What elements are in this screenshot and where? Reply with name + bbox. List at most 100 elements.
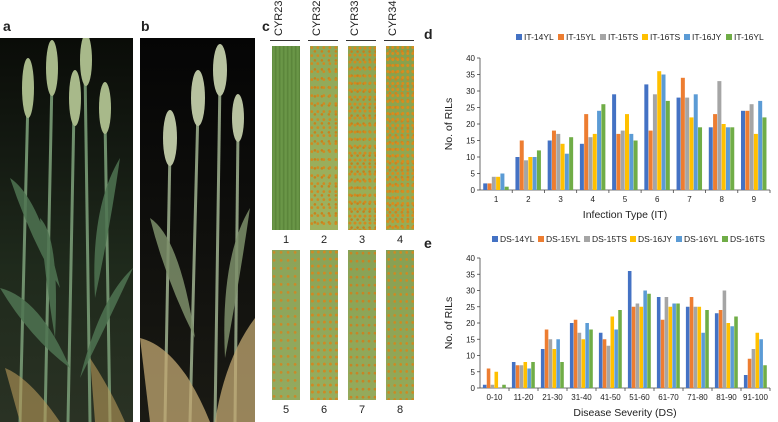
y-tick-label: 40 — [466, 254, 475, 263]
bar-ds-16jy-0-10 — [494, 371, 499, 388]
bar-it-16jy-9 — [758, 100, 763, 190]
x-tick-label: 71-80 — [687, 393, 708, 402]
bar-ds-16ts-81-90 — [734, 316, 738, 388]
x-tick-label: 3 — [558, 195, 563, 204]
bar-it-16yl-9 — [762, 117, 767, 190]
panel-label-a: a — [3, 18, 11, 34]
strain-rule-4 — [384, 40, 414, 41]
bar-ds-15yl-61-70 — [660, 319, 665, 388]
y-tick-label: 35 — [466, 71, 475, 80]
bar-it-14yl-2 — [515, 157, 520, 190]
bar-it-16yl-6 — [665, 100, 670, 190]
bar-ds-16yl-11-20 — [527, 368, 531, 388]
bar-it-16ts-4 — [592, 133, 597, 190]
bar-ds-16jy-31-40 — [581, 339, 586, 388]
legend-swatch-ds-16ts — [722, 236, 728, 242]
bar-it-16ts-2 — [528, 157, 533, 190]
bar-it-16jy-1 — [500, 173, 505, 190]
bar-it-14yl-9 — [741, 110, 745, 190]
bar-ds-15ts-21-30 — [548, 339, 553, 388]
y-tick-label: 20 — [466, 319, 475, 328]
bar-ds-15yl-0-10 — [486, 368, 491, 388]
panel-label-c: c — [262, 18, 270, 34]
legend-swatch-ds-14yl — [492, 236, 498, 242]
x-axis-label: Disease Severity (DS) — [573, 407, 676, 419]
legend-swatch-it-16jy — [684, 34, 690, 40]
y-tick-label: 25 — [466, 303, 475, 312]
bar-ds-16yl-81-90 — [730, 326, 734, 388]
bar-ds-15ts-81-90 — [722, 290, 727, 388]
bar-ds-16ts-0-10 — [502, 384, 506, 388]
bar-ds-14yl-61-70 — [656, 297, 661, 388]
leaf-cyr33-bottom — [348, 250, 376, 400]
x-tick-label: 0-10 — [486, 393, 503, 402]
bar-ds-15yl-41-50 — [602, 339, 607, 388]
x-tick-label: 21-30 — [542, 393, 563, 402]
bar-it-16jy-8 — [725, 127, 730, 190]
y-tick-label: 35 — [466, 270, 475, 279]
bar-it-16ts-7 — [689, 117, 694, 190]
x-tick-label: 11-20 — [514, 393, 534, 402]
bar-it-16jy-5 — [629, 133, 634, 190]
y-tick-label: 15 — [466, 137, 475, 146]
bar-it-15yl-5 — [616, 133, 621, 190]
bar-ds-16yl-61-70 — [672, 303, 676, 388]
strain-label-4: CYR34 — [387, 0, 399, 36]
leaf-cyr33-top — [348, 46, 376, 230]
bar-ds-14yl-81-90 — [714, 313, 719, 388]
y-axis-label: No. of RILs — [443, 297, 455, 350]
bar-it-16yl-7 — [698, 127, 703, 190]
bar-ds-16yl-31-40 — [585, 323, 589, 388]
legend-label-ds-16yl: DS-16YL — [684, 234, 719, 244]
bar-it-16ts-9 — [753, 133, 758, 190]
y-tick-label: 0 — [471, 384, 476, 393]
bar-it-16ts-1 — [496, 176, 501, 190]
bar-it-16jy-4 — [597, 110, 602, 190]
leaf-number-6: 6 — [320, 404, 328, 416]
bar-it-15yl-1 — [487, 183, 492, 190]
bar-it-16jy-7 — [693, 94, 698, 190]
legend-swatch-ds-15yl — [538, 236, 544, 242]
bar-ds-15yl-31-40 — [573, 319, 578, 388]
legend-swatch-it-16ts — [642, 34, 648, 40]
leaf-number-4: 4 — [396, 234, 404, 246]
legend-swatch-ds-16yl — [676, 236, 682, 242]
y-tick-label: 30 — [466, 287, 475, 296]
x-tick-label: 1 — [494, 195, 499, 204]
bar-it-14yl-4 — [579, 143, 584, 190]
strain-rule-2 — [308, 40, 338, 41]
x-tick-label: 9 — [752, 195, 757, 204]
bar-it-15yl-6 — [648, 130, 653, 190]
y-tick-label: 30 — [466, 87, 475, 96]
bar-it-15yl-3 — [551, 130, 556, 190]
legend-swatch-ds-16jy — [630, 236, 636, 242]
bar-ds-14yl-71-80 — [685, 306, 690, 388]
legend-label-it-14yl: IT-14YL — [524, 32, 554, 42]
legend-swatch-it-16yl — [726, 34, 732, 40]
wheat-plant-photo-b — [140, 38, 255, 422]
bar-it-14yl-5 — [612, 94, 617, 190]
y-tick-label: 5 — [471, 170, 476, 179]
y-tick-label: 5 — [471, 368, 476, 377]
x-tick-label: 4 — [591, 195, 596, 204]
chart-disease-severity: DS-14YL DS-15YL DS-15TS DS-16JY DS-16YL DS-16… — [443, 234, 771, 419]
legend-label-it-15yl: IT-15YL — [566, 32, 596, 42]
bar-it-14yl-6 — [644, 84, 649, 190]
bar-it-15ts-1 — [491, 176, 496, 190]
legend-swatch-it-14yl — [516, 34, 522, 40]
leaf-number-5: 5 — [282, 404, 290, 416]
y-tick-label: 10 — [466, 153, 475, 162]
bar-ds-16ts-11-20 — [531, 362, 535, 388]
bar-ds-15yl-11-20 — [515, 365, 520, 388]
strain-label-1: CYR23 — [273, 0, 285, 36]
bar-ds-16jy-41-50 — [610, 316, 615, 388]
leaf-cyr23-bottom — [272, 250, 300, 400]
legend-swatch-ds-15ts — [584, 236, 590, 242]
bar-it-16ts-8 — [721, 124, 726, 190]
bar-ds-16yl-91-100 — [759, 339, 763, 388]
bar-it-16yl-3 — [569, 137, 574, 190]
panel-label-b: b — [141, 18, 150, 34]
legend-label-it-16ts: IT-16TS — [650, 32, 681, 42]
x-tick-label: 5 — [623, 195, 628, 204]
bar-ds-14yl-91-100 — [743, 375, 748, 388]
